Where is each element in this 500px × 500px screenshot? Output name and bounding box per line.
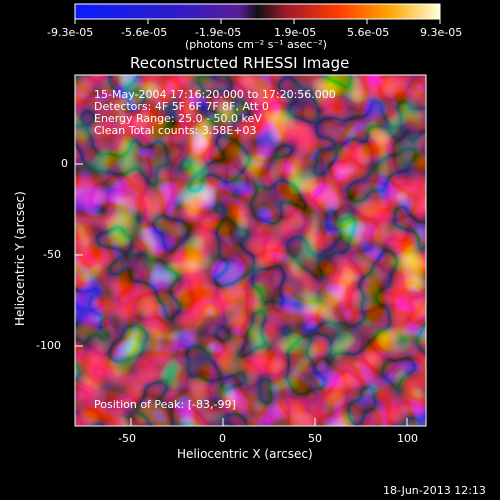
image-panel	[74, 74, 427, 427]
colorbar-tick-label: -1.9e-05	[195, 26, 242, 39]
colorbar-tick-label: 1.9e-05	[274, 26, 317, 39]
x-axis-ticks	[130, 418, 408, 426]
y-tick-label: -100	[36, 339, 61, 352]
y-axis-ticks	[75, 163, 83, 347]
x-tick-label: 100	[397, 432, 418, 445]
info-line-detectors: Detectors: 4F 5F 6F 7F 8F, Att 0	[94, 100, 269, 113]
colorbar-units: (photons cm⁻² s⁻¹ asec⁻²)	[185, 38, 327, 51]
colorbar-tick-label: -9.3e-05	[47, 26, 94, 39]
y-tick-label: -50	[43, 248, 61, 261]
info-line-energy: Energy Range: 25.0 - 50.0 keV	[94, 112, 262, 125]
peak-position: Position of Peak: [-83,-99]	[94, 398, 236, 411]
info-line-time: 15-May-2004 17:16:20.000 to 17:20:56.000	[94, 88, 336, 101]
x-tick-label: 0	[219, 432, 226, 445]
x-tick-label: -50	[118, 432, 136, 445]
colorbar-tick-label: 5.6e-05	[347, 26, 390, 39]
colorbar-tick-label: -5.6e-05	[121, 26, 168, 39]
footer-timestamp: 18-Jun-2013 12:13	[383, 484, 486, 497]
x-axis-label: Heliocentric X (arcsec)	[177, 447, 313, 461]
colorbar-tick-label: 9.3e-05	[420, 26, 463, 39]
y-axis-label: Heliocentric Y (arcsec)	[13, 191, 27, 326]
colorbar	[74, 3, 441, 20]
x-tick-label: 50	[308, 432, 322, 445]
colorbar-ticks	[74, 19, 441, 24]
info-line-counts: Clean Total counts: 3.58E+03	[94, 124, 257, 137]
y-tick-label: 0	[61, 157, 68, 170]
plot-title: Reconstructed RHESSI Image	[130, 54, 350, 72]
